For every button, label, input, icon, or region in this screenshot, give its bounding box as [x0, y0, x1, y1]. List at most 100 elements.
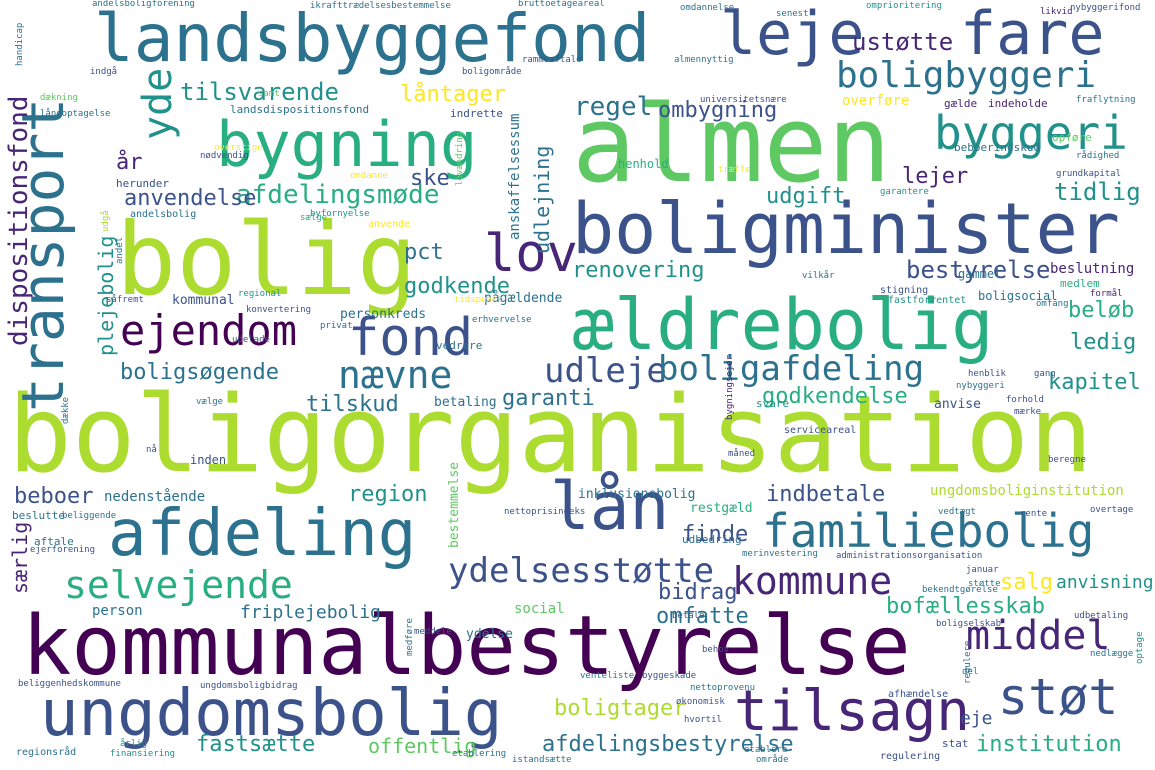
word-udbetaling: udbetaling — [1074, 611, 1129, 621]
word-nedenstaaende: nedenstående — [104, 489, 206, 505]
word-behov: behov — [702, 645, 730, 655]
word-tilskud: tilskud — [306, 392, 399, 417]
word-aeldrebolig: ældrebolig — [572, 284, 994, 366]
word-godkendelse: godkendelse — [762, 384, 908, 409]
word-betaling: betaling — [434, 395, 497, 410]
word-henblik: henblik — [968, 369, 1006, 379]
word-saafremt: såfremt — [106, 295, 144, 305]
word-etablere: etablere — [744, 745, 788, 755]
word-henhold: henhold — [618, 157, 669, 171]
word-pct: pct — [404, 240, 444, 265]
word-vilkaar: vilkår — [802, 271, 835, 281]
word-ydelse: ydelse — [466, 627, 513, 642]
word-omdannelse: omdannelse — [680, 3, 735, 13]
word-bestemmelse: bestemmelse — [447, 461, 462, 548]
word-ustotte: ustøtte — [852, 28, 954, 56]
word-gammel: gammel — [958, 267, 1002, 281]
word-formaal: formål — [1090, 289, 1123, 299]
word-etablering: etablering — [452, 749, 507, 759]
word-senest: senest — [776, 9, 809, 19]
word-salg: salg — [1000, 570, 1053, 595]
word-familiebolig: familiebolig — [762, 504, 1095, 558]
word-anvende: anvende — [368, 219, 411, 230]
word-kapitel: kapitel — [1048, 370, 1141, 395]
word-boligsocial: boligsocial — [978, 289, 1058, 303]
word-stigning: stigning — [880, 285, 929, 296]
word-regionsraad: regionsråd — [16, 747, 77, 758]
word-svare: svare — [756, 397, 790, 410]
word-renovering: renovering — [572, 258, 705, 283]
word-vedrore: vedrøre — [436, 339, 483, 352]
word-beslutte: beslutte — [12, 509, 65, 522]
word-indrette: indrette — [450, 107, 503, 120]
word-anvise: anvise — [934, 397, 981, 412]
word-stotte: støtte — [968, 579, 1001, 589]
word-overtage: overtage — [1090, 505, 1134, 515]
word-byfornyelse: byfornyelse — [310, 209, 370, 219]
word-handicap: handicap — [15, 22, 25, 66]
word-landsdispositionsfond: landsdispositionsfond — [230, 103, 370, 116]
word-ar: år — [116, 150, 143, 175]
word-garanti: garanti — [502, 386, 595, 411]
word-boligminister: boligminister — [572, 188, 1120, 270]
word-overstige: overstige — [214, 143, 263, 153]
word-lan: lån — [550, 468, 670, 545]
word-omraade: område — [756, 755, 789, 765]
word-bruttoetageareal: bruttoetageareal — [518, 0, 605, 9]
word-tilsvarende: tilsvarende — [180, 78, 339, 106]
word-rammeaftale: rammeaftale — [522, 55, 582, 65]
word-ejendom: ejendom — [120, 306, 298, 355]
word-del: del — [962, 667, 979, 677]
word-udelade: udelade — [232, 335, 270, 345]
word-fraflytning: fraflytning — [1076, 95, 1136, 105]
word-saelge: sælge — [300, 213, 328, 223]
word-andelsbolig: andelsbolig — [130, 209, 197, 220]
word-maerke: mærke — [1014, 407, 1042, 417]
word-privat: privat — [320, 321, 353, 331]
word-nodvendig: nødvendig — [200, 151, 249, 161]
word-universitetsnaere: universitetsnære — [700, 95, 787, 105]
word-anvendelse: anvendelse — [124, 186, 257, 211]
word-lov: lov — [484, 224, 578, 284]
word-ledig: ledig — [1070, 330, 1137, 355]
word-vaelge: vælge — [196, 397, 224, 407]
word-bestyrelse: bestyrelse — [906, 256, 1051, 284]
word-nettoprisindeks: nettoprisindeks — [504, 507, 586, 517]
word-regional: regional — [238, 289, 282, 299]
word-landsbyggefond: landsbyggefond — [94, 0, 651, 77]
word-byggeri: byggeri — [934, 106, 1128, 160]
word-raadighed: rådighed — [1076, 151, 1120, 161]
word-beboerindskud: beboerindskud — [954, 141, 1041, 154]
word-omfatte: omfatte — [656, 604, 749, 629]
word-merinvestering: merinvestering — [742, 549, 818, 559]
word-naevne: nævne — [338, 353, 453, 397]
word-beslutning: beslutning — [1050, 261, 1135, 277]
word-laantager: låntager — [400, 82, 506, 107]
word-bekendtgorelse: bekendtgørelse — [922, 585, 998, 595]
word-ske: ske — [410, 166, 450, 191]
word-finde: finde — [682, 522, 749, 547]
word-boligorganisation: boligorganisation — [8, 373, 1093, 496]
word-fastforrentet: fastforrentet — [888, 295, 967, 306]
word-afdeling: afdeling — [108, 497, 417, 571]
word-boligsogende: boligsøgende — [120, 360, 279, 385]
word-naa: nå — [146, 445, 157, 455]
word-middel: middel — [966, 613, 1111, 659]
word-yde: yde — [135, 67, 181, 140]
word-saerlig: særlig — [8, 521, 32, 594]
word-udleje: udleje — [544, 351, 667, 391]
word-fastsaette: fastsætte — [196, 732, 316, 757]
word-eje: eje — [960, 708, 993, 729]
word-administrationsorganisation: administrationsorganisation — [836, 551, 983, 561]
word-grundkapital: grundkapital — [1056, 169, 1122, 179]
word-finansiering: finansiering — [110, 749, 176, 759]
word-meddele: meddele — [414, 627, 452, 637]
word-regulere: regulere — [963, 640, 973, 684]
word-tilsagn: tilsagn — [734, 679, 971, 744]
word-garantere: garantere — [880, 187, 929, 197]
word-regulering: regulering — [880, 751, 941, 762]
word-beliggenhedskommune: beliggenhedskommune — [18, 679, 121, 689]
word-fare: fare — [960, 0, 1105, 69]
word-andel: andel — [115, 236, 125, 264]
word-restgaeld: restgæld — [690, 501, 753, 516]
